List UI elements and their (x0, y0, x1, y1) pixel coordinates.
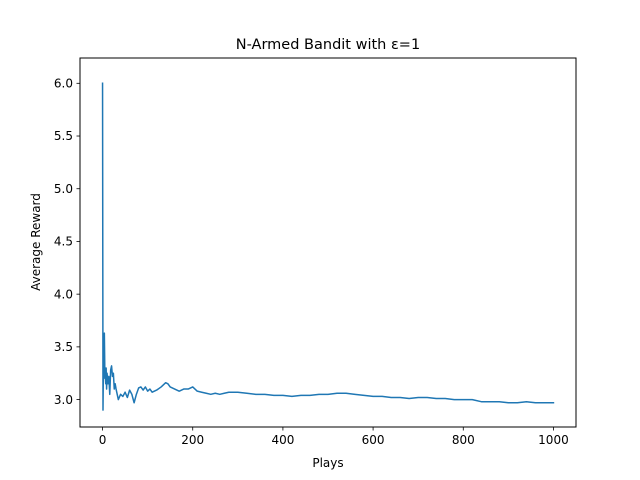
y-tick-label: 4.5 (54, 235, 73, 249)
x-tick-label: 0 (99, 433, 107, 447)
x-axis: 0 200 400 600 800 1000 (99, 427, 569, 447)
y-tick-label: 5.5 (54, 129, 73, 143)
x-tick-label: 1000 (538, 433, 569, 447)
chart-title: N-Armed Bandit with ε=1 (236, 37, 420, 53)
y-tick-label: 3.5 (54, 340, 73, 354)
x-tick-label: 200 (181, 433, 204, 447)
x-tick-label: 400 (271, 433, 294, 447)
y-axis-label: Average Reward (29, 193, 43, 291)
y-tick-label: 6.0 (54, 77, 73, 91)
plot-area (101, 82, 555, 411)
y-tick-label: 4.0 (54, 287, 73, 301)
y-axis: 3.0 3.5 4.0 4.5 5.0 5.5 6.0 (54, 77, 80, 407)
y-tick-label: 5.0 (54, 182, 73, 196)
x-tick-label: 800 (452, 433, 475, 447)
axes-frame (79, 57, 577, 428)
x-tick-label: 600 (362, 433, 385, 447)
series-line-0 (101, 82, 555, 411)
y-tick-label: 3.0 (54, 393, 73, 407)
x-axis-label: Plays (312, 456, 343, 470)
